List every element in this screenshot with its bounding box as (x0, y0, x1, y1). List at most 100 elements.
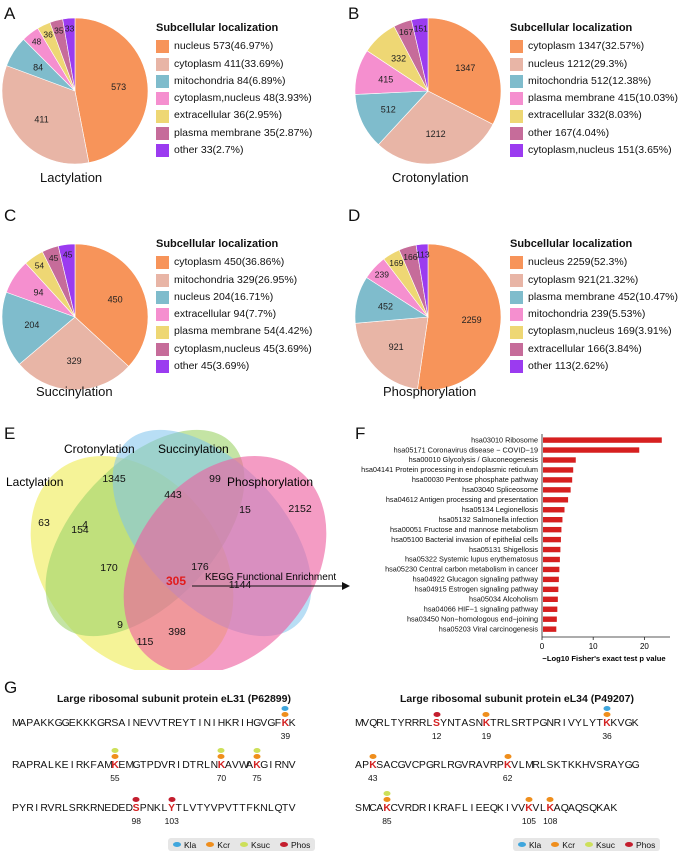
legend-label: other 167(4.04%) (528, 126, 610, 139)
x-tick-label: 20 (640, 642, 649, 651)
residue: I (212, 718, 216, 729)
panel-letter-f: F (355, 424, 366, 443)
venn-arrow-label: KEGG Functional Enrichment (205, 572, 336, 583)
legend-item: mitochondria 512(12.38%) (510, 73, 678, 90)
kegg-bar (543, 566, 560, 573)
pie-slice-label: 45 (63, 250, 73, 260)
modification-dot (546, 797, 554, 802)
sequence-line: RAPRALKE I RKFAMKEMGTPDVRI DTRLNKAVWAKGI RNV (12, 760, 296, 771)
residue: V (532, 803, 540, 814)
legend-label: mitochondria 329(26.95%) (174, 273, 298, 286)
legend-swatch (510, 92, 523, 106)
legend-swatch (156, 273, 169, 287)
kegg-bar (543, 447, 640, 453)
modified-residue: K (253, 760, 261, 771)
kegg-bar (543, 487, 571, 493)
legend-label: plasma membrane 452(10.47%) (528, 290, 678, 303)
pie-slice (62, 17, 76, 92)
modification-dot (168, 797, 176, 802)
pie-slice-label: 2259 (462, 315, 482, 325)
residue: P (26, 760, 34, 771)
residue: G (425, 760, 435, 771)
residue: K (610, 803, 618, 814)
modification-dot (603, 712, 611, 717)
kegg-category-label: hsa04141 Protein processing in endoplasm… (361, 465, 538, 474)
site-position: 12 (431, 731, 442, 741)
venn-region-value: 1345 (102, 473, 126, 485)
residue: D (153, 760, 162, 771)
legend-label: extracellular 166(3.84%) (528, 342, 642, 355)
residue: F (246, 803, 253, 814)
modified-residue: K (603, 718, 611, 729)
kegg-bar (543, 517, 563, 523)
residue: S (68, 803, 76, 814)
residue: R (418, 803, 427, 814)
residue: K (54, 760, 62, 771)
residue: G (97, 718, 106, 729)
pie-slice-label: 33 (65, 23, 75, 33)
kegg-category-label: hsa03040 Spliceosome (462, 485, 538, 494)
residue: E (118, 760, 126, 771)
sequence-line: MVQRLTYRRRLSYNTASNKTRLSRTPGNRI VYLYTKKVGK (355, 718, 639, 729)
kegg-category-label: hsa04915 Estrogen signaling pathway (415, 585, 539, 594)
legend-swatch (156, 40, 169, 54)
residue: G (61, 718, 70, 729)
legend-title: Subcellular localization (156, 22, 279, 34)
legend-item: cytoplasm 411(33.69%) (156, 56, 312, 73)
pie-slice-label: 512 (381, 104, 396, 114)
pie-title-succinylation: Succinylation (36, 384, 113, 399)
modification-legend-item: Kla (173, 840, 196, 850)
residue: A (553, 803, 561, 814)
pie-slice-label: 239 (375, 269, 389, 279)
kegg-bar (543, 626, 557, 632)
site-position: 75 (252, 773, 262, 783)
kegg-bar (543, 536, 561, 543)
residue: V (404, 760, 412, 771)
residue: T (561, 760, 568, 771)
modification-legend-dot (173, 842, 181, 847)
legend-swatch (510, 144, 523, 158)
kegg-category-label: hsa05100 Bacterial invasion of epithelia… (391, 535, 538, 544)
residue: N (260, 803, 268, 814)
legend-item: nucleus 2259(52.3%) (510, 254, 678, 271)
residue: E (482, 803, 490, 814)
legend-item: extracellular 332(8.03%) (510, 107, 678, 124)
legend-swatch (510, 40, 523, 54)
residue: Q (489, 803, 499, 814)
residue: R (518, 718, 526, 729)
modification-dot (504, 754, 512, 759)
modification-legend-dot (624, 842, 633, 847)
kegg-category-label: hsa03450 Non−homologous end−joining (407, 614, 538, 623)
residue: R (376, 718, 384, 729)
residue: L (182, 803, 189, 814)
residue: T (189, 718, 197, 729)
kegg-category-label: hsa05322 Systemic lupus erythematosus (405, 555, 538, 564)
residue: V (288, 760, 296, 771)
residue: V (567, 718, 575, 729)
residue: S (355, 803, 363, 814)
residue: R (411, 718, 420, 729)
legend-label: cytoplasm 450(36.86%) (174, 256, 285, 269)
legend-swatch (156, 126, 169, 140)
legend-label: extracellular 332(8.03%) (528, 109, 642, 122)
residue: H (217, 718, 226, 729)
pie-slice (1, 65, 90, 165)
venn-arrow-head (342, 582, 350, 590)
legend-item: mitochondria 329(26.95%) (156, 272, 312, 289)
residue: G (624, 718, 633, 729)
venn-region-value: 4 (82, 519, 88, 531)
residue: F (274, 718, 282, 729)
residue: I (177, 760, 181, 771)
residue: R (496, 718, 505, 729)
residue: S (468, 718, 476, 729)
residue: K (433, 803, 441, 814)
modification-dot (111, 754, 119, 759)
legend-swatch (510, 57, 523, 71)
residue: K (496, 803, 504, 814)
venn-region-value: 2152 (288, 503, 312, 515)
residue: I (562, 718, 566, 729)
legend-crotonylation: Subcellular localization cytoplasm 1347(… (510, 20, 678, 159)
modified-residue: K (111, 760, 119, 771)
residue: A (246, 760, 254, 771)
residue: I (427, 803, 431, 814)
